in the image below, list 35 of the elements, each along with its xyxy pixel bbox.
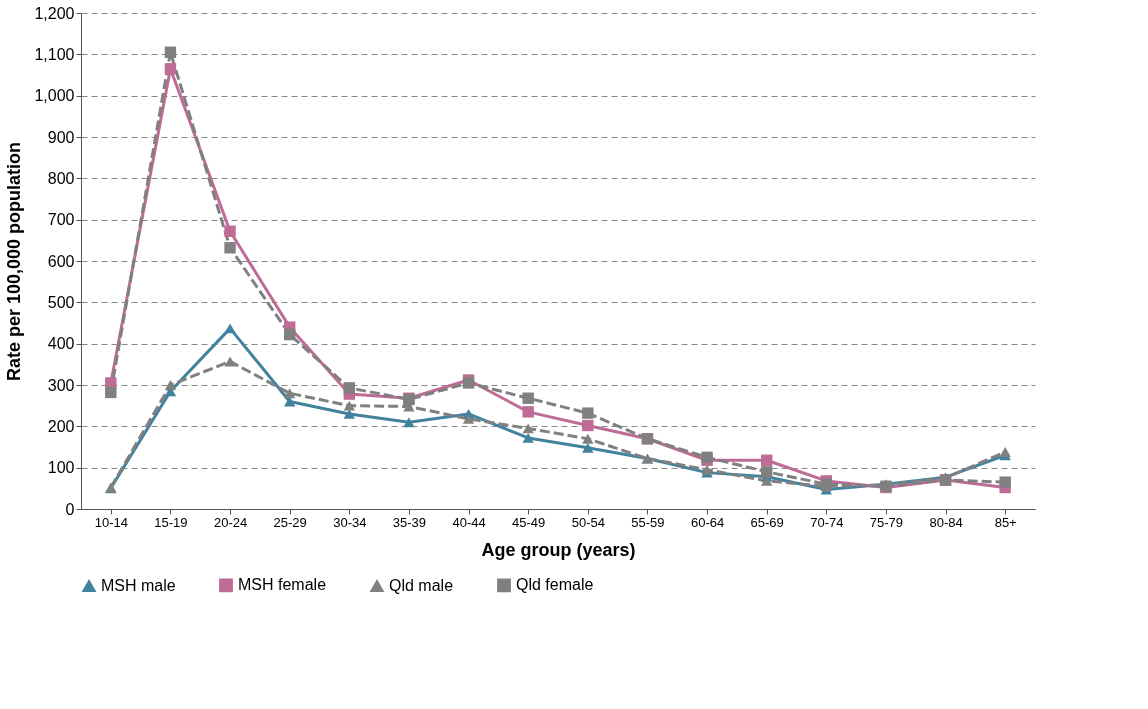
y-tick-label: 100: [47, 459, 75, 477]
y-tick-label: 1,200: [34, 4, 75, 22]
x-tick-label: 60-64: [690, 514, 725, 530]
x-tick-label: 55-59: [631, 514, 665, 530]
x-tick-label: 45-49: [512, 514, 546, 530]
y-tick-label: 800: [47, 169, 75, 187]
y-tick-label: 400: [47, 335, 75, 353]
y-tick-label: 900: [47, 128, 75, 146]
x-tick-label: 65-69: [750, 514, 784, 530]
y-tick-label: 700: [47, 211, 75, 229]
x-tick-label: 85+: [994, 514, 1017, 530]
x-tick-label: 20-24: [213, 514, 248, 530]
x-tick-label: 30-34: [333, 514, 367, 530]
y-tick-label: 1,100: [34, 45, 75, 63]
x-tick-label: 35-39: [392, 514, 427, 530]
y-tick-label: 600: [47, 252, 75, 270]
x-tick-label: 70-74: [810, 514, 844, 530]
x-tick-label: 15-19: [154, 514, 188, 530]
y-tick-label: 0: [65, 500, 75, 518]
y-axis-title: Rate per 100,000 population: [4, 141, 25, 382]
x-tick-label: 25-29: [273, 514, 307, 530]
legend-label: MSH female: [238, 576, 327, 594]
legend-label: Qld female: [516, 576, 594, 594]
x-tick-label: 75-79: [869, 514, 904, 530]
x-tick-label: 80-84: [929, 514, 963, 530]
y-tick-label: 200: [47, 417, 75, 435]
y-tick-label: 300: [47, 376, 75, 394]
legend-label: Qld male: [389, 576, 454, 594]
x-tick-label: 50-54: [571, 514, 605, 530]
x-tick-label: 10-14: [94, 514, 128, 530]
legend-label: MSH male: [101, 576, 176, 594]
x-tick-label: 40-44: [452, 514, 486, 530]
x-axis-title: Age group (years): [481, 539, 636, 560]
y-tick-label: 1,000: [34, 87, 75, 105]
y-tick-label: 500: [47, 293, 75, 311]
